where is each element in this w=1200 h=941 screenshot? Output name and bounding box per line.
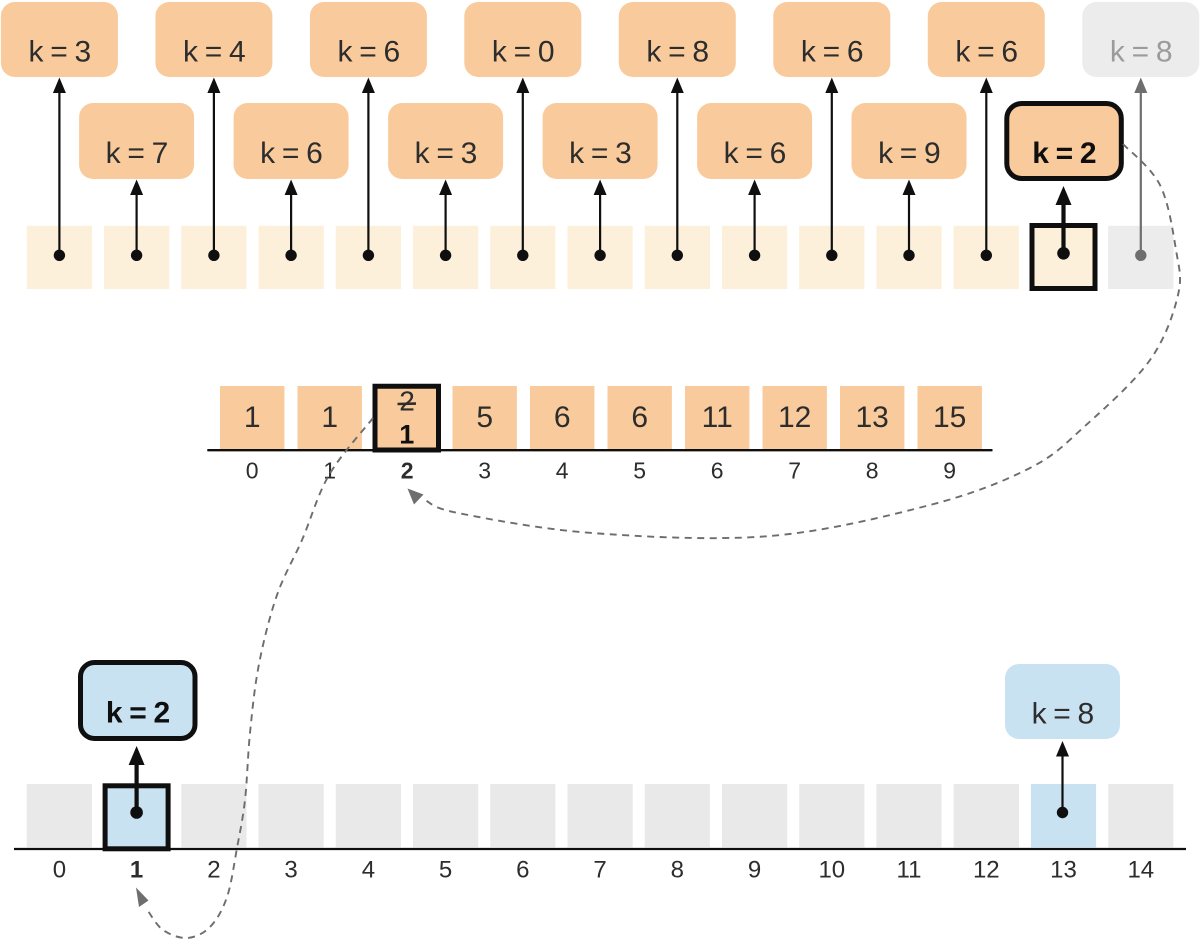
svg-text:4: 4 xyxy=(362,856,375,883)
svg-text:9: 9 xyxy=(748,856,761,883)
svg-text:8: 8 xyxy=(671,856,684,883)
svg-text:3: 3 xyxy=(284,856,297,883)
svg-text:13: 13 xyxy=(1050,856,1077,883)
svg-text:15: 15 xyxy=(933,401,966,434)
svg-text:k = 6: k = 6 xyxy=(260,137,322,170)
svg-text:1: 1 xyxy=(130,856,143,883)
svg-text:6: 6 xyxy=(554,401,571,434)
svg-text:10: 10 xyxy=(818,856,845,883)
svg-text:0: 0 xyxy=(246,458,259,484)
svg-text:6: 6 xyxy=(516,856,529,883)
svg-text:k = 6: k = 6 xyxy=(801,36,863,69)
svg-text:1: 1 xyxy=(399,420,414,450)
svg-text:k = 9: k = 9 xyxy=(878,137,940,170)
svg-text:k = 3: k = 3 xyxy=(28,36,90,69)
svg-text:2: 2 xyxy=(401,458,414,484)
svg-text:4: 4 xyxy=(556,458,569,484)
svg-text:1: 1 xyxy=(323,458,336,484)
svg-text:k = 8: k = 8 xyxy=(1032,698,1094,731)
svg-text:12: 12 xyxy=(973,856,1000,883)
svg-text:k = 3: k = 3 xyxy=(569,137,631,170)
svg-text:k = 4: k = 4 xyxy=(183,36,245,69)
svg-text:5: 5 xyxy=(633,458,646,484)
svg-text:6: 6 xyxy=(711,458,724,484)
svg-text:11: 11 xyxy=(897,856,922,883)
svg-text:k = 3: k = 3 xyxy=(415,137,477,170)
svg-text:9: 9 xyxy=(943,458,956,484)
svg-text:2: 2 xyxy=(207,856,220,883)
svg-text:7: 7 xyxy=(593,856,606,883)
svg-text:7: 7 xyxy=(788,458,801,484)
svg-text:k = 8: k = 8 xyxy=(1110,36,1172,69)
svg-text:k = 2: k = 2 xyxy=(1032,137,1096,170)
svg-text:k = 7: k = 7 xyxy=(106,137,168,170)
svg-text:k = 8: k = 8 xyxy=(646,36,708,69)
svg-text:1: 1 xyxy=(244,401,261,434)
svg-text:3: 3 xyxy=(478,458,491,484)
svg-text:k = 6: k = 6 xyxy=(724,137,786,170)
svg-text:0: 0 xyxy=(53,856,66,883)
svg-text:12: 12 xyxy=(778,401,811,434)
svg-text:2: 2 xyxy=(399,386,415,417)
svg-text:k = 0: k = 0 xyxy=(492,36,554,69)
svg-text:k = 6: k = 6 xyxy=(955,36,1017,69)
svg-text:6: 6 xyxy=(631,401,648,434)
svg-text:k = 6: k = 6 xyxy=(337,36,399,69)
svg-text:k = 2: k = 2 xyxy=(106,697,170,730)
svg-text:5: 5 xyxy=(439,856,452,883)
svg-text:5: 5 xyxy=(476,401,493,434)
svg-text:13: 13 xyxy=(856,401,889,434)
svg-text:14: 14 xyxy=(1127,856,1154,883)
svg-text:11: 11 xyxy=(702,401,733,434)
svg-text:1: 1 xyxy=(321,401,338,434)
svg-text:8: 8 xyxy=(866,458,879,484)
